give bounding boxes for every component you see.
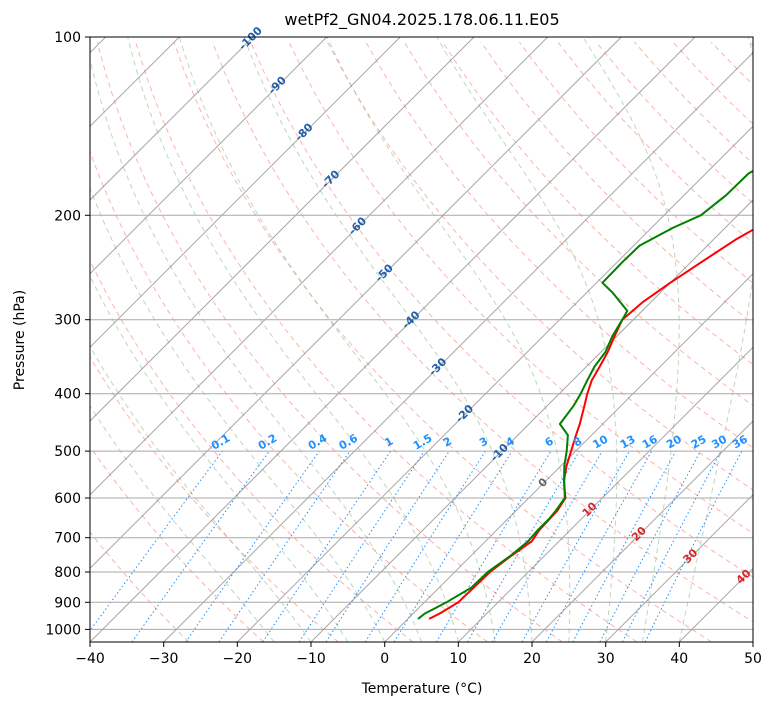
moist-adiabat [436,37,618,642]
plot-frame [89,36,754,643]
mixing-ratio-line [262,450,392,642]
mixing-ratio-line [325,450,450,642]
x-tick-label: 50 [744,651,762,667]
dry-adiabat [173,41,712,642]
isotherm-line [90,37,401,349]
mixing-ratio-line [572,450,677,642]
isotherm-line [605,493,753,642]
moist-adiabat [582,37,680,642]
dry-adiabat [250,41,753,578]
isotherm-line [90,37,328,275]
isotherm-line [236,125,753,642]
mixing-ratio-line [185,450,320,642]
y-tick-label: 700 [54,531,81,547]
mixing-ratio-line [218,450,351,642]
mixing-ratio-line [393,450,513,642]
y-tick-label: 100 [54,30,81,46]
dry-adiabat [211,41,753,623]
moist-adiabat [178,37,496,642]
mixing-ratio-line [521,450,630,642]
mixing-ratio-line [545,450,653,642]
y-axis-label: Pressure (hPa) [12,290,28,390]
dewpoint-profile [417,169,753,620]
y-tick-label: 900 [54,595,81,611]
x-tick-label: 40 [670,651,688,667]
dry-adiabat [90,259,414,642]
mixing-ratio-line [298,450,425,642]
plot-background [90,37,753,642]
isotherm-line [90,37,622,570]
isotherm-line [457,346,753,642]
x-tick-label: −40 [75,651,105,667]
x-axis: −40 −30 −20 −10 0 10 20 30 40 50 [75,642,762,667]
x-axis-label: Temperature (°C) [361,681,483,697]
y-tick-label: 1000 [45,622,81,638]
moist-adiabat [243,37,533,642]
isotherm-line [90,37,696,642]
moist-adiabat [90,345,312,642]
dry-adiabat [90,445,264,642]
profiles [417,169,753,620]
dry-adiabat [288,41,753,534]
moist-adiabat [90,405,275,642]
y-tick-label: 300 [54,313,81,329]
isotherm-line [752,641,753,642]
mixing-ratio-line [131,450,270,642]
x-tick-label: 30 [597,651,615,667]
isotherm-line [531,420,753,642]
x-tick-label: −10 [296,651,326,667]
x-tick-label: 10 [449,651,467,667]
y-tick-label: 600 [54,491,81,507]
isotherm-line [90,37,254,201]
dry-adiabat [135,41,638,642]
isotherm-line [384,272,753,642]
isotherm-line [90,37,549,496]
dry-adiabat [90,356,339,642]
x-tick-label: 20 [523,651,541,667]
x-tick-label: 0 [380,651,389,667]
moist-adiabat [127,37,459,642]
dry-adiabat [96,41,563,642]
y-tick-label: 800 [54,565,81,581]
x-tick-label: −30 [149,651,179,667]
dry-adiabat [327,41,753,491]
isotherm-line [90,37,475,422]
dry-adiabat [90,531,190,642]
dry-adiabat [90,150,488,642]
moist-adiabat [90,274,349,642]
moist-adiabat [90,56,422,642]
y-tick-label: 200 [54,208,81,224]
y-axis: 100 200 300 400 500 600 700 800 900 1000 [45,30,90,638]
chart-title: wetPf2_GN04.2025.178.06.11.E05 [284,10,559,30]
mixing-ratio-line [644,450,743,642]
mixing-ratio-line [90,450,223,632]
isotherm-line [163,51,753,642]
x-tick-label: −20 [223,651,253,667]
y-tick-label: 500 [54,444,81,460]
moist-adiabat [326,37,571,642]
moist-adiabat [90,186,386,642]
y-tick-label: 400 [54,387,81,403]
dry-adiabat [442,41,753,366]
